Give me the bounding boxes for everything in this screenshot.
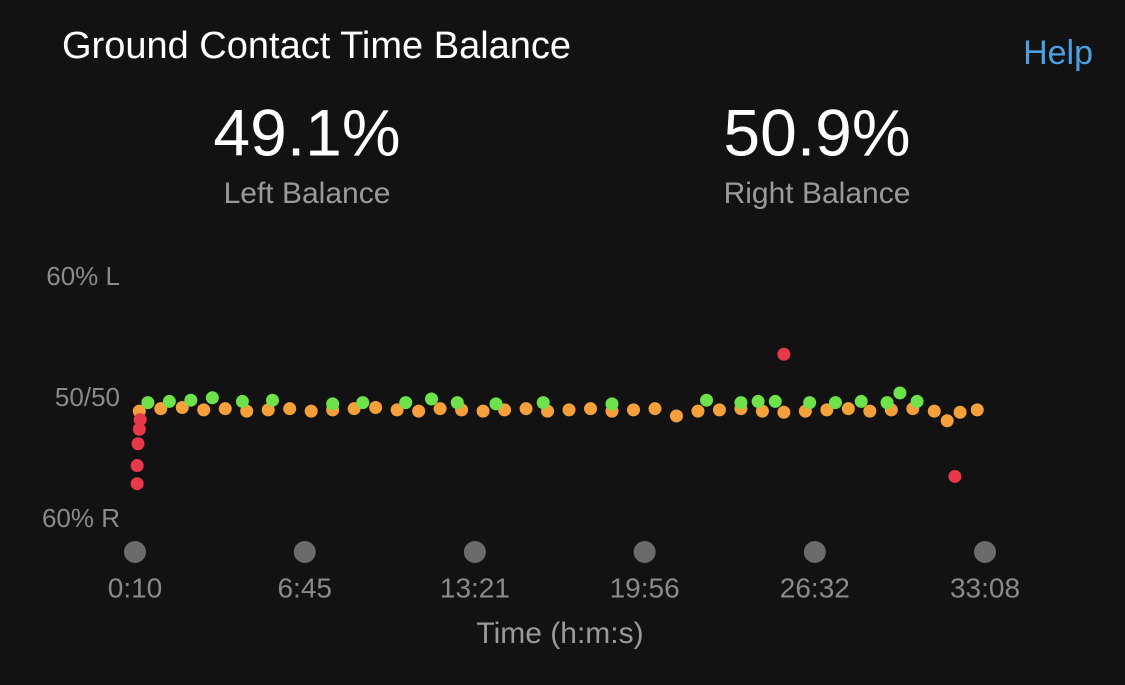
point [433, 402, 447, 416]
point [450, 396, 464, 410]
point [768, 394, 782, 408]
point [519, 402, 533, 416]
x-tick-dot [803, 541, 826, 563]
point [283, 402, 297, 416]
stat-label: Left Balance [224, 177, 391, 210]
point [777, 405, 791, 419]
stat-label: Right Balance [724, 177, 911, 210]
point [669, 409, 683, 423]
point [803, 396, 817, 410]
point [940, 414, 954, 428]
point [154, 402, 168, 416]
point [863, 404, 877, 418]
x-tick-label: 19:56 [610, 572, 680, 603]
point [927, 404, 941, 418]
point [712, 403, 726, 417]
point [562, 403, 576, 417]
point [854, 394, 868, 408]
point [356, 396, 370, 410]
point [197, 403, 211, 417]
point [605, 397, 619, 411]
x-tick-label: 6:45 [277, 572, 332, 603]
point [240, 404, 254, 418]
point [412, 404, 426, 418]
point [910, 394, 924, 408]
point [162, 394, 176, 408]
point [841, 402, 855, 416]
point [489, 397, 503, 411]
point [304, 404, 318, 418]
x-tick-label: 33:08 [950, 572, 1020, 603]
help-link[interactable]: Help [1023, 34, 1093, 72]
title: Ground Contact Time Balance [62, 25, 571, 67]
point [130, 459, 144, 473]
point [130, 477, 144, 491]
x-tick-dot [293, 541, 316, 563]
y-tick-label: 50/50 [55, 382, 120, 412]
y-tick-label: 60% L [46, 261, 120, 291]
x-tick-dot [633, 541, 656, 563]
point [476, 404, 490, 418]
point [970, 403, 984, 417]
point [700, 393, 714, 407]
point [399, 396, 413, 410]
point [141, 396, 155, 410]
point [369, 400, 383, 414]
x-tick-dot [974, 541, 996, 563]
point [536, 396, 550, 410]
point [953, 405, 967, 419]
point [948, 469, 962, 483]
point [755, 404, 769, 418]
point [777, 347, 791, 361]
x-tick-dot [124, 541, 146, 563]
point [132, 422, 146, 436]
stat-value: 49.1% [213, 95, 400, 169]
y-tick-label: 60% R [42, 503, 120, 533]
point [734, 396, 748, 410]
point [326, 397, 340, 411]
point [893, 386, 907, 400]
stat-value: 50.9% [723, 95, 910, 169]
point [205, 391, 219, 405]
x-tick-label: 26:32 [780, 572, 850, 603]
point [691, 404, 705, 418]
point [626, 403, 640, 417]
x-tick-label: 13:21 [440, 572, 510, 603]
point [425, 392, 439, 406]
point [584, 402, 598, 416]
point [175, 400, 189, 414]
point [133, 413, 147, 427]
point [751, 394, 765, 408]
point [261, 403, 275, 417]
point [131, 437, 145, 451]
x-tick-dot [463, 541, 486, 563]
point [828, 396, 842, 410]
point [390, 403, 404, 417]
point [820, 403, 834, 417]
point [880, 396, 894, 410]
point [218, 402, 232, 416]
point [648, 402, 662, 416]
x-axis-title: Time (h:m:s) [476, 617, 643, 650]
point [235, 394, 249, 408]
point [266, 393, 280, 407]
point [184, 393, 198, 407]
x-tick-label: 0:10 [108, 572, 163, 603]
